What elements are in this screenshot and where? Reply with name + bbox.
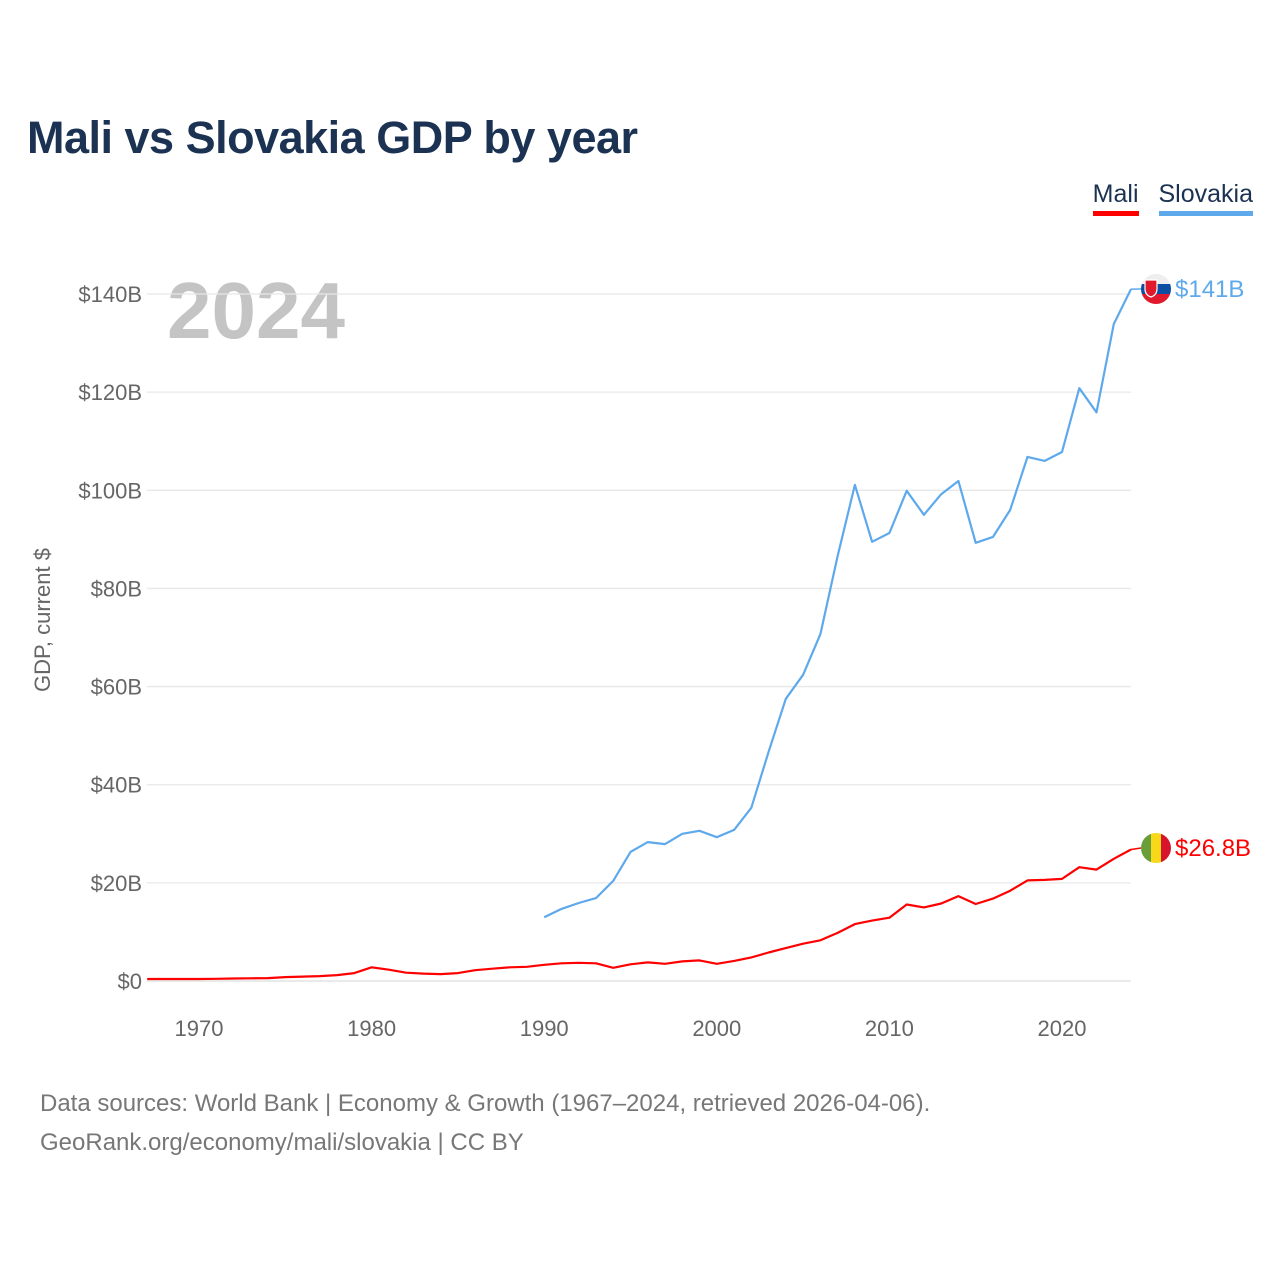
slovakia-flag-icon — [1141, 274, 1171, 304]
x-tick-label: 1990 — [520, 1016, 569, 1041]
x-tick-label: 2000 — [692, 1016, 741, 1041]
x-tick-label: 2010 — [865, 1016, 914, 1041]
legend-mali[interactable]: Mali — [1092, 180, 1139, 216]
chart-title: Mali vs Slovakia GDP by year — [27, 112, 638, 163]
x-tick-label: 1980 — [347, 1016, 396, 1041]
y-tick-label: $40B — [91, 773, 142, 798]
end-connector — [1130, 847, 1142, 851]
x-tick-label: 2020 — [1038, 1016, 1087, 1041]
x-tick-label: 1970 — [175, 1016, 224, 1041]
mali-flag-icon — [1141, 833, 1171, 863]
flag-stripe — [1151, 833, 1161, 863]
flag-stripe — [1141, 833, 1151, 863]
y-tick-label: $60B — [91, 675, 142, 700]
flag-stripe — [1141, 294, 1171, 304]
source-note: Data sources: World Bank | Economy & Gro… — [40, 1084, 930, 1162]
legend-slovakia[interactable]: Slovakia — [1158, 180, 1253, 216]
flag-stripe — [1141, 274, 1171, 284]
y-tick-label: $120B — [78, 380, 142, 405]
end-value-label-mali: $26.8B — [1175, 835, 1251, 862]
y-tick-label: $80B — [91, 576, 142, 601]
y-axis-label: GDP, current $ — [30, 548, 55, 692]
flag-shield — [1144, 279, 1158, 298]
y-tick-label: $140B — [78, 282, 142, 307]
series-line-slovakia — [543, 288, 1132, 919]
flag-stripe — [1161, 833, 1171, 863]
source-line-2[interactable]: GeoRank.org/economy/mali/slovakia | CC B… — [40, 1129, 524, 1156]
legend: Mali Slovakia — [1092, 180, 1253, 216]
source-line-1: Data sources: World Bank | Economy & Gro… — [40, 1090, 931, 1117]
end-value-label-slovakia: $141B — [1175, 276, 1244, 303]
year-label: 2024 — [167, 266, 345, 355]
y-tick-label: $20B — [91, 871, 142, 896]
y-tick-label: $100B — [78, 478, 142, 503]
series-line-mali — [147, 848, 1132, 981]
y-tick-label: $0 — [118, 969, 142, 994]
